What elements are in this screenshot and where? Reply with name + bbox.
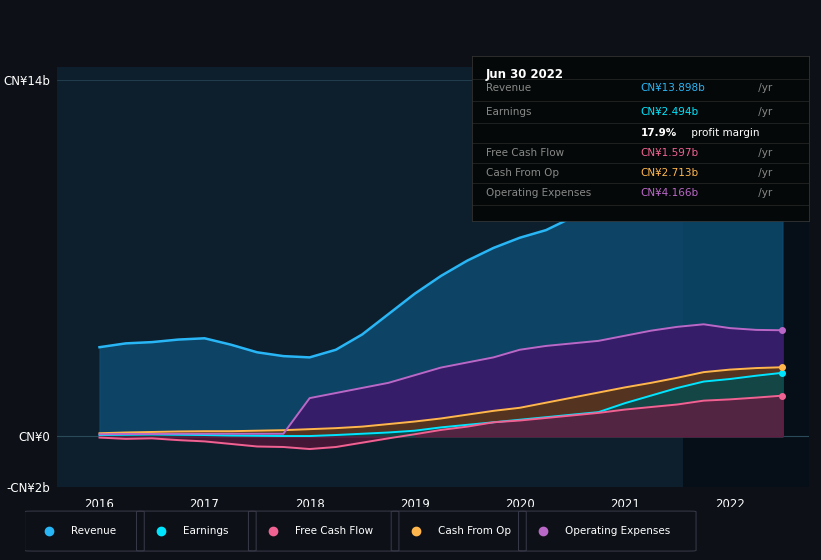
Text: /yr: /yr <box>754 148 772 158</box>
Text: Revenue: Revenue <box>71 526 116 535</box>
Text: /yr: /yr <box>754 169 772 178</box>
Text: profit margin: profit margin <box>687 128 759 138</box>
Text: /yr: /yr <box>754 189 772 198</box>
Text: /yr: /yr <box>754 107 772 117</box>
Text: /yr: /yr <box>754 83 772 93</box>
Text: Free Cash Flow: Free Cash Flow <box>485 148 564 158</box>
Text: Earnings: Earnings <box>183 526 228 535</box>
Text: CN¥1.597b: CN¥1.597b <box>640 148 699 158</box>
Text: Cash From Op: Cash From Op <box>438 526 511 535</box>
Text: CN¥2.713b: CN¥2.713b <box>640 169 699 178</box>
Text: Revenue: Revenue <box>485 83 530 93</box>
Text: CN¥4.166b: CN¥4.166b <box>640 189 699 198</box>
Text: Cash From Op: Cash From Op <box>485 169 558 178</box>
Text: Operating Expenses: Operating Expenses <box>565 526 670 535</box>
Text: CN¥13.898b: CN¥13.898b <box>640 83 705 93</box>
Text: 17.9%: 17.9% <box>640 128 677 138</box>
Text: Free Cash Flow: Free Cash Flow <box>295 526 373 535</box>
Bar <box>682 67 809 487</box>
Text: Earnings: Earnings <box>485 107 531 117</box>
Text: Operating Expenses: Operating Expenses <box>485 189 591 198</box>
Text: Jun 30 2022: Jun 30 2022 <box>485 68 563 81</box>
Text: CN¥2.494b: CN¥2.494b <box>640 107 699 117</box>
